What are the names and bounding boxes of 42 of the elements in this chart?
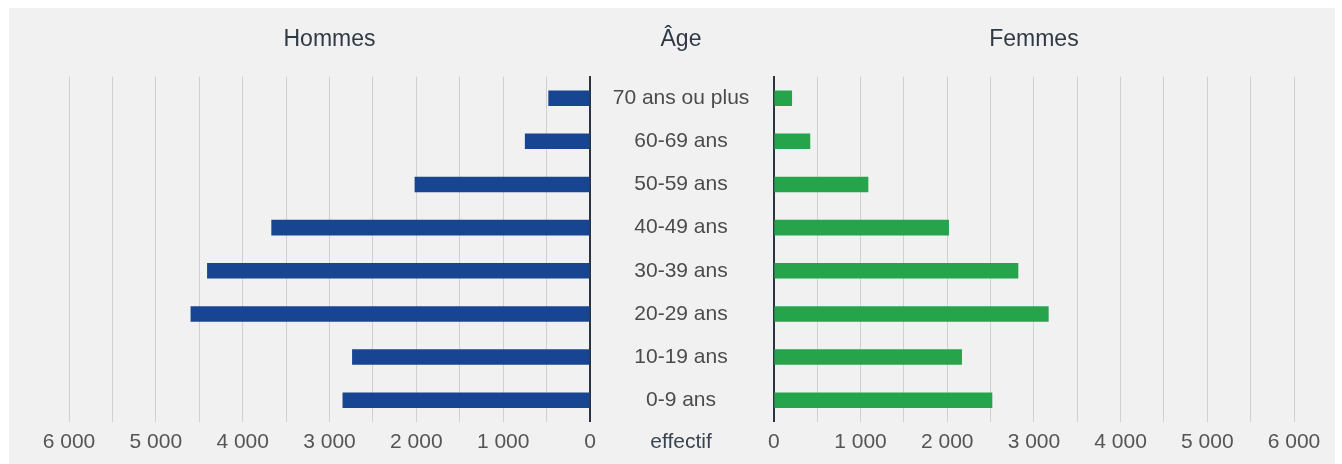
bar: [774, 90, 793, 106]
chart-title: Hommes: [283, 25, 376, 52]
bar: [774, 349, 962, 365]
x-tick-label: 0: [768, 429, 780, 453]
x-tick-label: 6 000: [1267, 429, 1321, 453]
y-tick-label: 20-29 ans: [634, 300, 728, 324]
y-tick-label: 70 ans ou plus: [612, 84, 750, 108]
y-tick-label: 60-69 ans: [634, 128, 728, 152]
x-tick-label: 1 000: [834, 429, 887, 453]
bar: [342, 392, 590, 408]
bar: [774, 263, 1019, 279]
bar: [352, 349, 590, 365]
x-tick-label: 3 000: [1007, 429, 1061, 453]
bar: [774, 306, 1049, 322]
y-tick-label: 40-49 ans: [634, 214, 728, 238]
bar: [774, 219, 949, 236]
x-tick-label: 2 000: [390, 429, 443, 453]
y-tick-label: 50-59 ans: [634, 171, 728, 195]
x-tick-label: 2 000: [920, 429, 974, 453]
bar: [190, 306, 590, 322]
x-tick-label: 4 000: [216, 429, 269, 453]
x-tick-label: 3 000: [303, 429, 356, 453]
x-tick-label: 5 000: [129, 429, 183, 453]
bar: [774, 392, 993, 408]
x-tick-label: 5 000: [1181, 429, 1234, 453]
x-axis-title: effectif: [650, 429, 712, 453]
bar: [774, 133, 811, 150]
bar: [774, 176, 869, 193]
bar: [414, 176, 590, 193]
bar: [524, 133, 590, 150]
x-tick-label: 1 000: [476, 429, 530, 453]
bar: [548, 90, 590, 106]
y-tick-label: 0-9 ans: [645, 387, 717, 411]
x-tick-label: 4 000: [1094, 429, 1147, 453]
y-tick-label: 10-19 ans: [634, 343, 728, 367]
x-tick-label: 0: [584, 429, 596, 453]
bar: [207, 263, 590, 279]
bar: [271, 219, 590, 236]
x-tick-label: 6 000: [42, 429, 96, 453]
y-tick-label: 30-39 ans: [634, 257, 728, 281]
chart-title: Femmes: [989, 25, 1079, 52]
y-axis-title: Âge: [660, 25, 702, 52]
